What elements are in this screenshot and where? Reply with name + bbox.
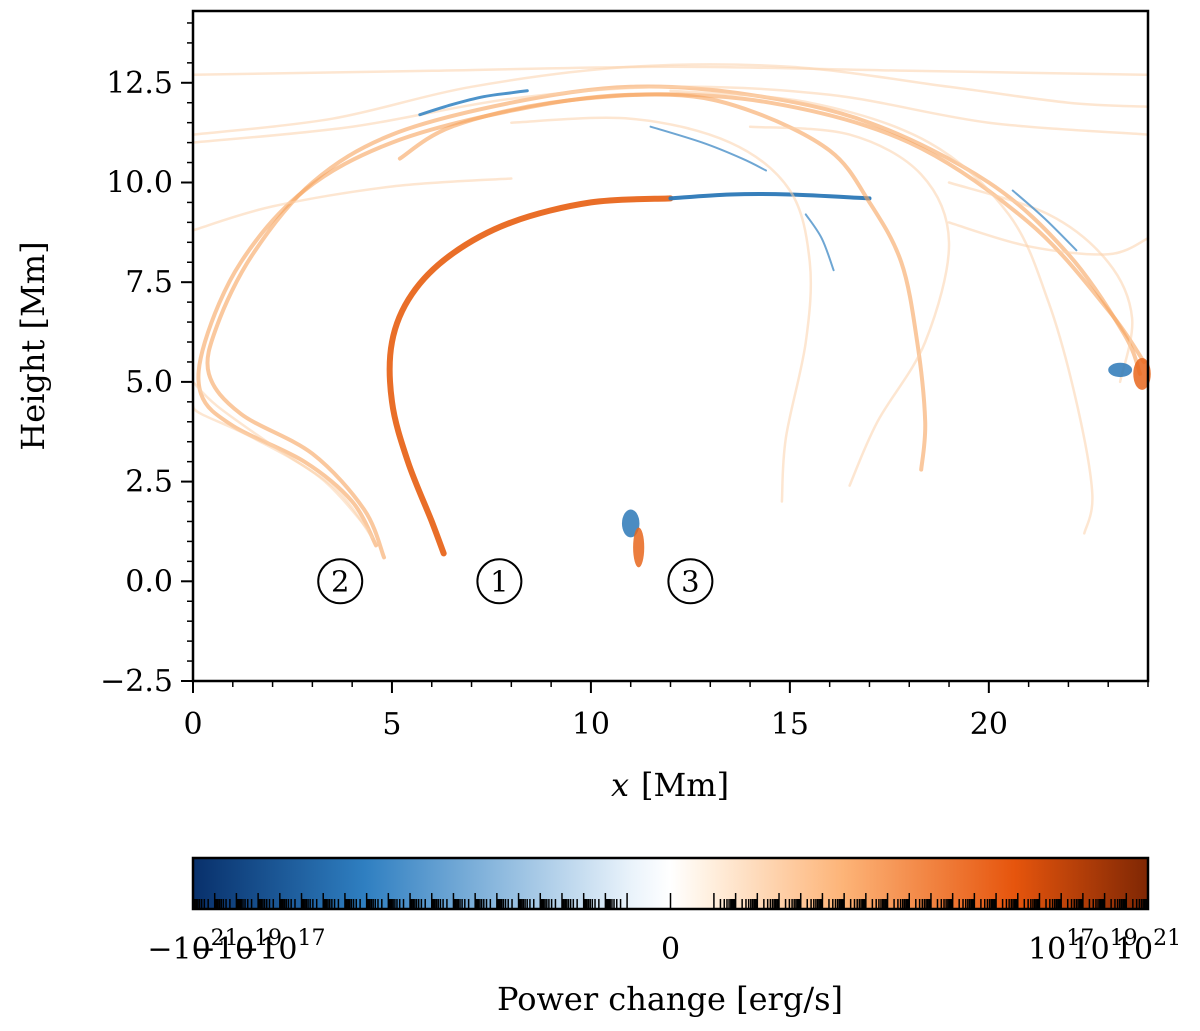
annotation-label-1: 1 (490, 564, 508, 598)
colorbar-label: Power change [erg/s] (497, 980, 843, 1018)
annotation-circle-3 (667, 558, 714, 605)
annotation-circle-1 (476, 558, 523, 605)
blob-positive-2 (1133, 357, 1151, 390)
colorbar-tick-label: 1019 (1071, 926, 1137, 967)
strand-layer (191, 63, 1150, 560)
strand-negative-18 (804, 213, 835, 272)
x-tick-label: 0 (183, 707, 202, 742)
annotation-label-2: 2 (331, 564, 349, 598)
colorbar-tick-label: 0 (661, 932, 680, 967)
strand-loop-2-positive-3 (196, 92, 1146, 548)
blob-region-3-positive-1 (633, 527, 645, 568)
blob-negative-3 (1108, 362, 1133, 378)
colorbar-tick-label: −1019 (191, 926, 282, 967)
strand-positive-15 (947, 181, 1134, 384)
strand-positive-9 (669, 89, 1094, 535)
strand-loop-2-positive-5 (191, 404, 370, 531)
y-tick-label: 10.0 (106, 165, 173, 200)
colorbar-frame (191, 856, 1150, 911)
colorbar-tick-label: −1017 (234, 926, 325, 967)
strand-positive-12 (191, 85, 1150, 144)
y-axis-label: Height [Mm] (14, 241, 52, 450)
y-tick-label: 12.5 (106, 66, 173, 101)
strand-positive-7 (510, 116, 813, 503)
strand-positive-11 (191, 63, 1150, 136)
strand-negative-17 (649, 125, 767, 172)
colorbar-tick-label: 1021 (1115, 926, 1181, 967)
annotation-layer: 1 2 3 (317, 558, 714, 605)
blob-layer (621, 357, 1151, 568)
strand-positive-13 (191, 177, 513, 232)
strand-loop-1-positive-0 (386, 195, 674, 557)
x-axis-label-unit: [Mm] (641, 766, 729, 804)
x-axis: 0 5 10 15 20 (183, 681, 1149, 742)
x-tick-label: 20 (970, 707, 1008, 742)
annotation-circle-2 (317, 558, 364, 605)
x-tick-label: 5 (382, 707, 401, 742)
strand-positive-10 (191, 65, 1150, 77)
strand-loop-2-positive-4 (191, 380, 374, 539)
x-tick-label: 10 (572, 707, 610, 742)
blob-region-3-negative-0 (621, 509, 640, 538)
y-tick-label: 5.0 (125, 365, 173, 400)
y-tick-label: 2.5 (125, 465, 173, 500)
strand-loop-2-positive-2 (205, 84, 1142, 560)
y-tick-label: −2.5 (100, 664, 173, 699)
strand-negative-19 (1011, 189, 1078, 252)
strand-positive-6 (397, 92, 928, 472)
strand-negative-16 (418, 89, 529, 117)
y-tick-label: 7.5 (125, 265, 173, 300)
x-axis-label: x [Mm] (611, 766, 729, 804)
annotation-label-3: 3 (681, 564, 699, 598)
y-axis: −2.5 0.0 2.5 5.0 7.5 10.0 12.5 (100, 22, 193, 699)
strand-loop-1-negative-1 (668, 191, 872, 201)
plot-area (191, 9, 1151, 683)
colorbar-tick-label: −1021 (147, 926, 238, 967)
strand-positive-8 (748, 125, 951, 487)
y-tick-label: 0.0 (125, 564, 173, 599)
strand-positive-14 (947, 221, 1150, 256)
x-axis-label-var: x (611, 766, 629, 804)
colorbar-tick-label: 1017 (1028, 926, 1094, 967)
colorbar-ticks (192, 893, 1149, 909)
x-tick-label: 15 (771, 707, 809, 742)
